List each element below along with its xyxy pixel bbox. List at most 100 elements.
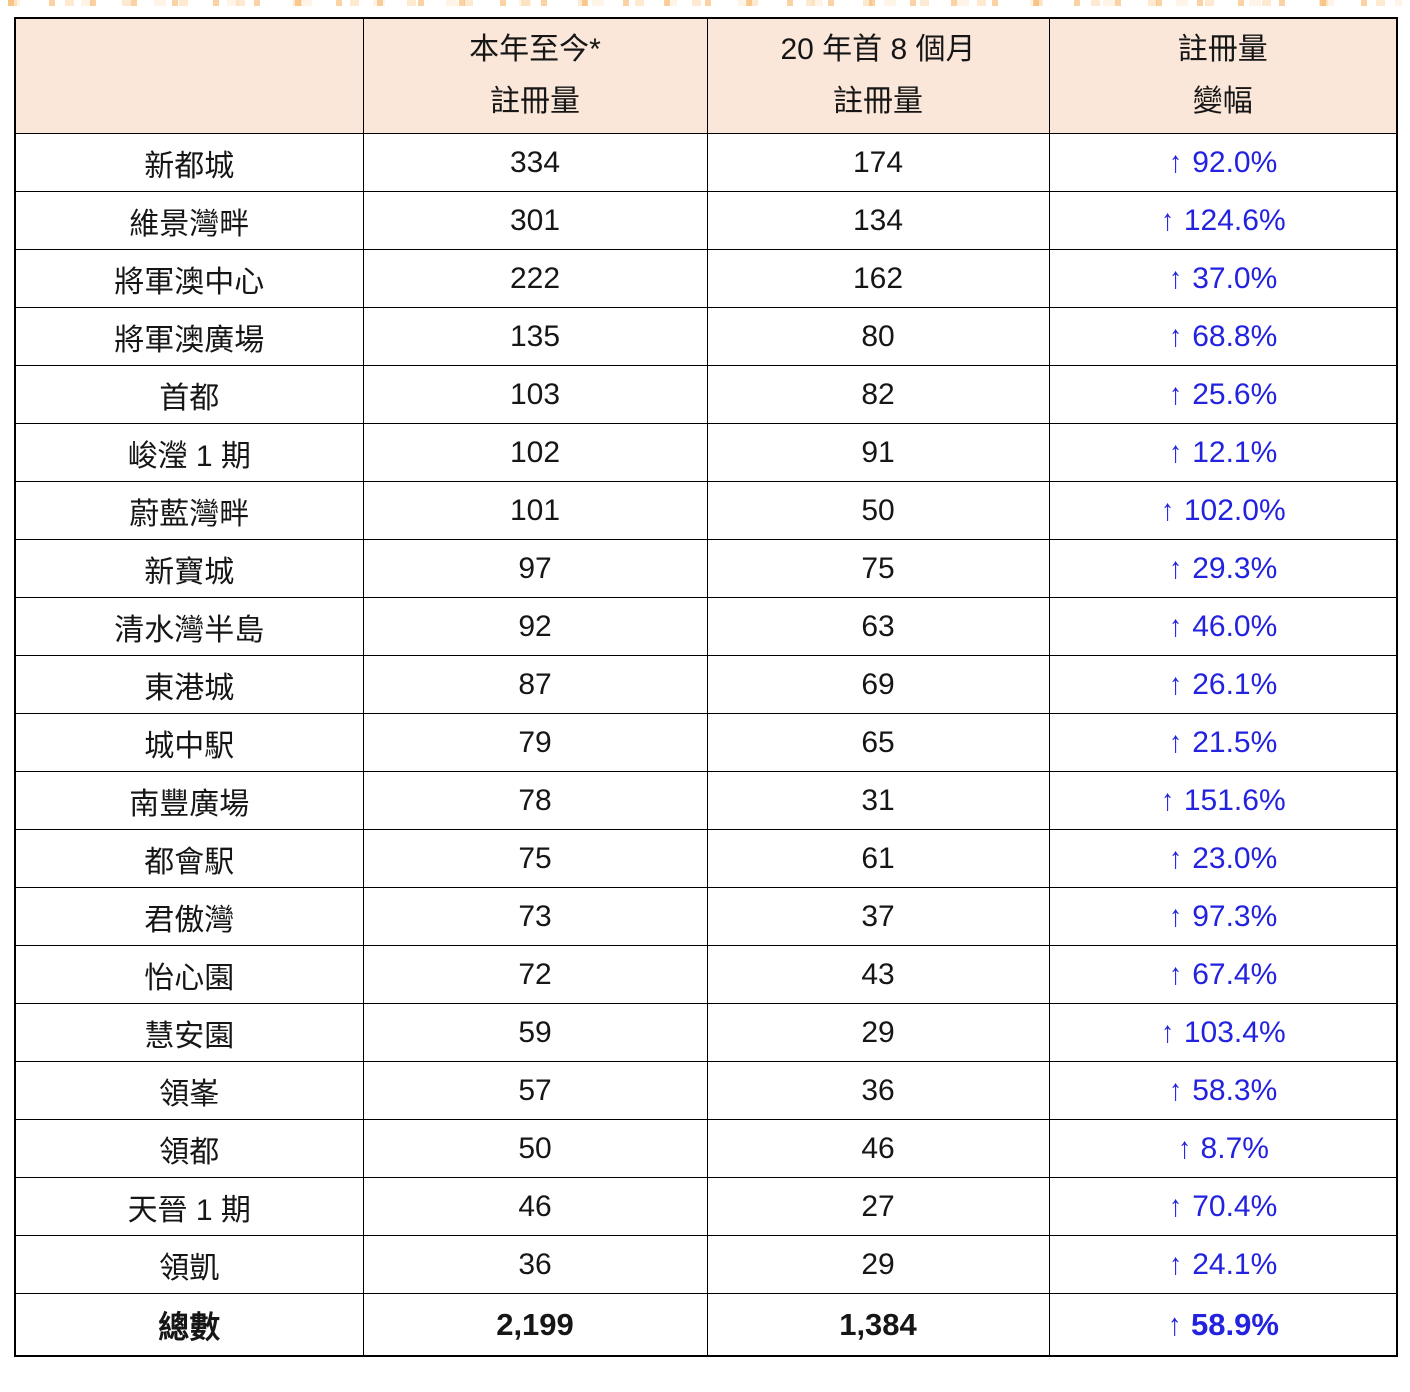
change-percent-value: 58.9% bbox=[1191, 1306, 1279, 1342]
up-arrow-icon: ↑ bbox=[1169, 899, 1183, 933]
change-percent-cell: ↑ 97.3% bbox=[1048, 887, 1398, 946]
up-arrow-icon: ↑ bbox=[1169, 957, 1183, 991]
table-row: 天晉 1 期 46 27 ↑ 70.4% bbox=[14, 1177, 1398, 1236]
table-row: 怡心園 72 43 ↑ 67.4% bbox=[14, 945, 1398, 1004]
prior-registrations-value: 162 bbox=[706, 249, 1050, 308]
table-row: 將軍澳中心 222 162 ↑ 37.0% bbox=[14, 249, 1398, 308]
prior-registrations-value: 29 bbox=[706, 1003, 1050, 1062]
change-percent-cell: ↑ 124.6% bbox=[1048, 191, 1398, 250]
prior-registrations-value: 63 bbox=[706, 597, 1050, 656]
change-percent-cell: ↑ 46.0% bbox=[1048, 597, 1398, 656]
change-percent-value: 58.3% bbox=[1192, 1073, 1278, 1107]
change-percent-value: 103.4% bbox=[1183, 1015, 1286, 1049]
change-percent-value: 26.1% bbox=[1192, 667, 1278, 701]
estate-name: 領都 bbox=[14, 1119, 364, 1178]
change-percent-value: 67.4% bbox=[1192, 957, 1278, 991]
table-row: 城中駅 79 65 ↑ 21.5% bbox=[14, 713, 1398, 772]
up-arrow-icon: ↑ bbox=[1177, 1131, 1191, 1165]
header-prior-line2: 註冊量 bbox=[833, 85, 923, 118]
ytd-registrations-value: 97 bbox=[362, 539, 708, 598]
up-arrow-icon: ↑ bbox=[1169, 609, 1183, 643]
ytd-registrations-value: 79 bbox=[362, 713, 708, 772]
change-percent-cell: ↑ 23.0% bbox=[1048, 829, 1398, 888]
up-arrow-icon: ↑ bbox=[1169, 435, 1183, 469]
estate-name: 慧安園 bbox=[14, 1003, 364, 1062]
estate-name: 峻瀅 1 期 bbox=[14, 423, 364, 482]
change-percent-cell: ↑ 12.1% bbox=[1048, 423, 1398, 482]
table-row: 領都 50 46 ↑ 8.7% bbox=[14, 1119, 1398, 1178]
up-arrow-icon: ↑ bbox=[1169, 841, 1183, 875]
change-percent-cell: ↑ 29.3% bbox=[1048, 539, 1398, 598]
up-arrow-icon: ↑ bbox=[1161, 1015, 1174, 1049]
table-row: 蔚藍灣畔 101 50 ↑ 102.0% bbox=[14, 481, 1398, 540]
table-row: 領凱 36 29 ↑ 24.1% bbox=[14, 1235, 1398, 1294]
change-percent-value: 37.0% bbox=[1192, 261, 1278, 295]
up-arrow-icon: ↑ bbox=[1169, 1247, 1183, 1281]
up-arrow-icon: ↑ bbox=[1169, 1073, 1183, 1107]
change-percent-cell: ↑ 21.5% bbox=[1048, 713, 1398, 772]
prior-registrations-value: 36 bbox=[706, 1061, 1050, 1120]
change-percent-cell: ↑ 25.6% bbox=[1048, 365, 1398, 424]
estate-name: 天晉 1 期 bbox=[14, 1177, 364, 1236]
ytd-registrations-value: 301 bbox=[362, 191, 708, 250]
up-arrow-icon: ↑ bbox=[1169, 725, 1183, 759]
ytd-registrations-value: 101 bbox=[362, 481, 708, 540]
prior-registrations-value: 1,384 bbox=[706, 1293, 1050, 1357]
ytd-registrations-value: 46 bbox=[362, 1177, 708, 1236]
cropped-highlight-artifact bbox=[8, 0, 1402, 6]
change-percent-cell: ↑ 68.8% bbox=[1048, 307, 1398, 366]
up-arrow-icon: ↑ bbox=[1169, 377, 1183, 411]
estate-name: 首都 bbox=[14, 365, 364, 424]
header-change-line2: 變幅 bbox=[1192, 85, 1253, 118]
ytd-registrations-value: 92 bbox=[362, 597, 708, 656]
up-arrow-icon: ↑ bbox=[1169, 551, 1183, 585]
up-arrow-icon: ↑ bbox=[1161, 783, 1174, 817]
table-row: 都會駅 75 61 ↑ 23.0% bbox=[14, 829, 1398, 888]
prior-registrations-value: 174 bbox=[706, 133, 1050, 192]
ytd-registrations-value: 87 bbox=[362, 655, 708, 714]
change-percent-value: 97.3% bbox=[1192, 899, 1278, 933]
prior-registrations-value: 29 bbox=[706, 1235, 1050, 1294]
change-percent-value: 70.4% bbox=[1192, 1189, 1278, 1223]
change-percent-cell: ↑ 26.1% bbox=[1048, 655, 1398, 714]
estate-name: 新寶城 bbox=[14, 539, 364, 598]
change-percent-cell: ↑ 37.0% bbox=[1048, 249, 1398, 308]
change-percent-cell: ↑ 102.0% bbox=[1048, 481, 1398, 540]
change-percent-cell: ↑ 58.9% bbox=[1048, 1293, 1398, 1357]
change-percent-value: 24.1% bbox=[1192, 1247, 1278, 1281]
change-percent-cell: ↑ 70.4% bbox=[1048, 1177, 1398, 1236]
change-percent-value: 21.5% bbox=[1192, 725, 1278, 759]
up-arrow-icon: ↑ bbox=[1169, 1189, 1183, 1223]
change-percent-cell: ↑ 58.3% bbox=[1048, 1061, 1398, 1120]
ytd-registrations-value: 222 bbox=[362, 249, 708, 308]
estate-name: 城中駅 bbox=[14, 713, 364, 772]
estate-name: 將軍澳中心 bbox=[14, 249, 364, 308]
ytd-registrations-value: 135 bbox=[362, 307, 708, 366]
table-row: 峻瀅 1 期 102 91 ↑ 12.1% bbox=[14, 423, 1398, 482]
change-percent-cell: ↑ 103.4% bbox=[1048, 1003, 1398, 1062]
change-percent-value: 8.7% bbox=[1200, 1131, 1269, 1165]
change-percent-value: 92.0% bbox=[1192, 145, 1278, 179]
change-percent-cell: ↑ 24.1% bbox=[1048, 1235, 1398, 1294]
prior-registrations-value: 27 bbox=[706, 1177, 1050, 1236]
header-estate bbox=[14, 17, 364, 134]
prior-registrations-value: 43 bbox=[706, 945, 1050, 1004]
change-percent-value: 102.0% bbox=[1183, 493, 1286, 527]
prior-registrations-value: 134 bbox=[706, 191, 1050, 250]
up-arrow-icon: ↑ bbox=[1161, 493, 1174, 527]
change-percent-value: 29.3% bbox=[1192, 551, 1278, 585]
header-ytd-registrations: 本年至今* 註冊量 bbox=[362, 17, 708, 134]
table-row: 新寶城 97 75 ↑ 29.3% bbox=[14, 539, 1398, 598]
table-row: 維景灣畔 301 134 ↑ 124.6% bbox=[14, 191, 1398, 250]
change-percent-cell: ↑ 151.6% bbox=[1048, 771, 1398, 830]
change-percent-value: 124.6% bbox=[1183, 203, 1286, 237]
prior-registrations-value: 82 bbox=[706, 365, 1050, 424]
header-prior-registrations: 20 年首 8 個月 註冊量 bbox=[706, 17, 1050, 134]
header-change: 註冊量 變幅 bbox=[1048, 17, 1398, 134]
table-total-row: 總數 2,199 1,384 ↑ 58.9% bbox=[14, 1293, 1398, 1357]
ytd-registrations-value: 59 bbox=[362, 1003, 708, 1062]
up-arrow-icon: ↑ bbox=[1169, 261, 1183, 295]
table-row: 東港城 87 69 ↑ 26.1% bbox=[14, 655, 1398, 714]
estate-name: 領峯 bbox=[14, 1061, 364, 1120]
change-percent-value: 46.0% bbox=[1192, 609, 1278, 643]
